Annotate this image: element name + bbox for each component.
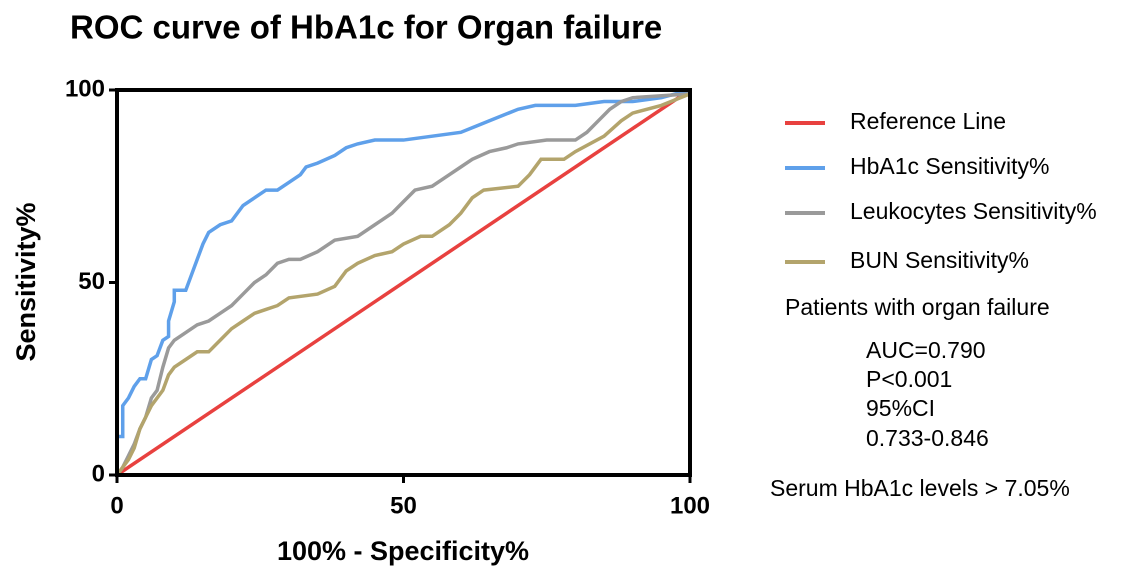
roc-line — [115, 92, 691, 477]
annotation: Patients with organ failure — [785, 294, 1050, 320]
legend-label: HbA1c Sensitivity% — [850, 153, 1049, 179]
annotation: 0.733-0.846 — [866, 425, 989, 451]
y-tick-label: 0 — [92, 460, 105, 487]
annotation: AUC=0.790 — [866, 337, 986, 363]
legend-label: BUN Sensitivity% — [850, 247, 1029, 273]
x-axis-label: 100% - Specificity% — [277, 536, 529, 566]
roc-line — [115, 88, 691, 475]
y-tick-label: 50 — [78, 268, 105, 295]
legend-label: Reference Line — [850, 108, 1006, 134]
annotation: 95%CI — [866, 395, 935, 421]
plot-frame — [115, 88, 692, 477]
roc-line — [116, 88, 691, 477]
legend-label: Leukocytes Sensitivity% — [850, 198, 1097, 224]
chart-title: ROC curve of HbA1c for Organ failure — [70, 9, 662, 46]
y-axis-label: Sensitivity% — [11, 202, 41, 361]
annotation: P<0.001 — [866, 366, 952, 392]
x-tick-label: 100 — [670, 492, 710, 519]
x-tick-label: 0 — [110, 492, 123, 519]
annotation: Serum HbA1c levels > 7.05% — [770, 475, 1070, 501]
x-tick-label: 50 — [390, 492, 417, 519]
roc-line — [115, 92, 691, 477]
y-tick-label: 100 — [65, 75, 105, 102]
